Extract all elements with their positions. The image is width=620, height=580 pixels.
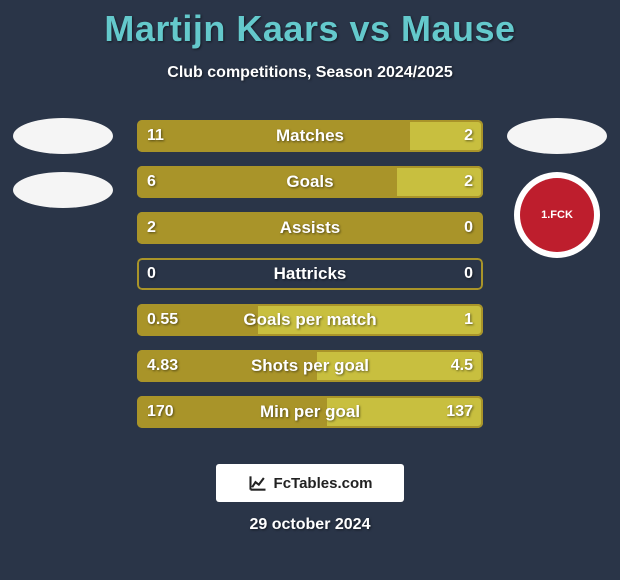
footer-brand-text: FcTables.com (274, 475, 373, 492)
stat-row: 170Min per goal137 (137, 396, 483, 428)
stat-label: Goals per match (137, 304, 483, 336)
footer-brand-badge: FcTables.com (216, 464, 404, 502)
page-title: Martijn Kaars vs Mause (0, 0, 620, 50)
left-badge-1 (13, 118, 113, 154)
left-badge-2 (13, 172, 113, 208)
right-badge-1 (507, 118, 607, 154)
stat-label: Assists (137, 212, 483, 244)
right-team-badges: 1.FCK (502, 118, 612, 258)
stat-value-right: 1 (464, 304, 473, 336)
stat-value-right: 2 (464, 166, 473, 198)
page-subtitle: Club competitions, Season 2024/2025 (0, 64, 620, 82)
stat-label: Hattricks (137, 258, 483, 290)
stats-container: 11Matches26Goals22Assists00Hattricks00.5… (137, 120, 483, 442)
stat-label: Goals (137, 166, 483, 198)
left-team-badges (8, 118, 118, 226)
fck-badge: 1.FCK (514, 172, 600, 258)
stat-label: Matches (137, 120, 483, 152)
stat-value-right: 2 (464, 120, 473, 152)
stat-row: 4.83Shots per goal4.5 (137, 350, 483, 382)
footer-date: 29 october 2024 (0, 516, 620, 534)
stat-value-right: 0 (464, 212, 473, 244)
fck-badge-text: 1.FCK (520, 178, 594, 252)
stat-row: 11Matches2 (137, 120, 483, 152)
stat-label: Shots per goal (137, 350, 483, 382)
stat-label: Min per goal (137, 396, 483, 428)
stat-value-right: 0 (464, 258, 473, 290)
stat-row: 0.55Goals per match1 (137, 304, 483, 336)
stat-row: 0Hattricks0 (137, 258, 483, 290)
chart-icon (248, 473, 268, 493)
stat-row: 6Goals2 (137, 166, 483, 198)
stat-value-right: 4.5 (451, 350, 473, 382)
stat-value-right: 137 (446, 396, 473, 428)
stat-row: 2Assists0 (137, 212, 483, 244)
